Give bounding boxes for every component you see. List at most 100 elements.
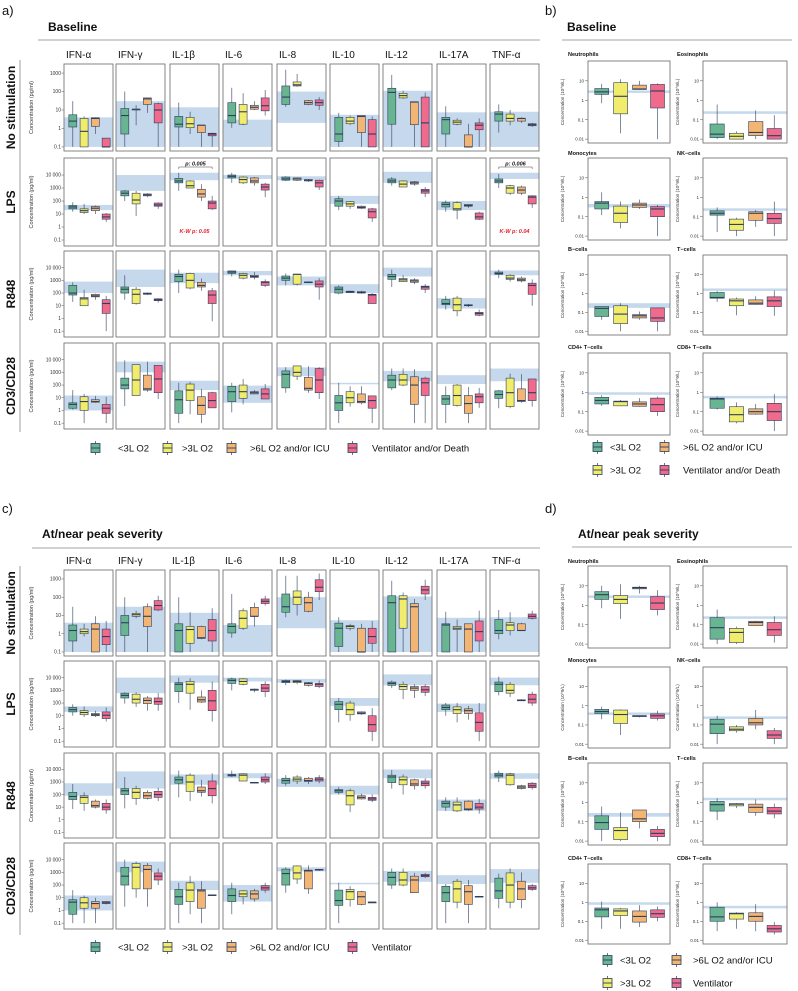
- panel-frame: [222, 842, 273, 930]
- group-1-box: [131, 192, 141, 205]
- y-tick-label: 10: [694, 370, 700, 375]
- cytokine-header: TNF-α: [492, 556, 521, 567]
- group-2-box: [197, 124, 206, 133]
- group-0-box: [120, 108, 130, 135]
- y-tick-label: 10 000: [46, 767, 62, 773]
- group-1-box: [613, 82, 628, 115]
- group-1-box: [613, 908, 628, 916]
- cell-section-d: Neutrophils Concentration (10^9/L) 10 1 0.1 0…: [560, 559, 788, 990]
- reference-band: [490, 773, 539, 779]
- boxplot-panel: [382, 157, 433, 247]
- cell-panel: CD4+ T−cells Concentration (10^9/L) 10 1 0.1…: [560, 856, 671, 945]
- boxplot-panel: [115, 342, 166, 430]
- panel-frame: [489, 342, 540, 430]
- panel-frame: [587, 863, 671, 945]
- panel-label-c: c): [2, 501, 13, 516]
- panel-frame: [382, 157, 433, 247]
- group-2-box: [197, 889, 206, 909]
- y-tick-label: 1: [58, 316, 61, 322]
- group-1-box: [505, 185, 515, 194]
- group-1-box: [452, 202, 462, 211]
- cell-panel-title: Monocytes: [568, 151, 597, 157]
- reference-band: [703, 288, 787, 291]
- group-3-box: [367, 119, 377, 148]
- boxplot-panel: [276, 842, 327, 930]
- y-tick-label: 0.1: [578, 409, 585, 414]
- group-3-box: [650, 84, 665, 109]
- cell-panel: Monocytes Concentration (10^9/L) 10 1 0.1 0.0…: [560, 151, 671, 241]
- boxplot-panel: [222, 569, 273, 657]
- panel-frame: [489, 660, 540, 748]
- reference-band: [330, 195, 379, 204]
- group-1-box: [398, 776, 408, 786]
- boxplot-panel: [382, 342, 433, 430]
- stimulation-label: LPS: [4, 190, 18, 213]
- boxplot-panel: [329, 752, 380, 839]
- y-tick-label: 0.01: [575, 329, 584, 334]
- panel-frame: [436, 250, 487, 338]
- group-0-box: [594, 591, 610, 600]
- panel-frame: [169, 569, 220, 657]
- panel-frame: [63, 342, 114, 430]
- reference-band: [116, 269, 165, 287]
- group-0-box: [334, 286, 344, 294]
- panel-frame: [702, 157, 788, 241]
- y-tick-label: 0.1: [54, 650, 61, 656]
- group-0-box: [594, 306, 610, 317]
- group-0-box: [68, 402, 78, 409]
- panel-frame: [702, 863, 788, 945]
- panel-frame: [489, 250, 540, 338]
- y-tick-label: 10 000: [46, 857, 62, 863]
- boxplot-panel: [276, 569, 327, 657]
- group-1-box: [185, 383, 195, 401]
- reference-band: [490, 172, 539, 179]
- reference-band: [383, 769, 432, 779]
- significance-bracket: [178, 166, 213, 169]
- boxplot-panel: [115, 157, 166, 247]
- boxplot-panel: [222, 157, 273, 247]
- panel-frame: [63, 63, 114, 152]
- panel-frame: [587, 60, 671, 144]
- panel-frame: [169, 157, 220, 247]
- boxplot-panel: [489, 842, 540, 930]
- boxplot-panel: [169, 250, 220, 338]
- stimulation-label: CD3/CD28: [4, 357, 18, 415]
- y-tick-label: 10: [55, 713, 61, 719]
- legend-label: <3L O2: [118, 943, 149, 954]
- y-tick-label: 100: [53, 792, 62, 798]
- reference-band: [703, 616, 787, 619]
- group-3-box: [474, 122, 484, 131]
- group-2-box: [357, 627, 366, 653]
- boxplot-panel: [169, 569, 220, 657]
- boxplot-panel: [276, 63, 327, 152]
- reference-band: [277, 867, 326, 872]
- reference-band: [383, 267, 432, 277]
- y-tick-label: 0.1: [54, 830, 61, 836]
- reference-band: [703, 797, 787, 801]
- boxplot-panel: [63, 63, 114, 152]
- y-tick-label: 0.01: [575, 429, 584, 434]
- cytokine-header: IL-10: [332, 50, 355, 61]
- reference-band: [223, 677, 272, 682]
- group-1-box: [292, 365, 302, 377]
- reference-band: [277, 678, 326, 683]
- y-tick-label: 1: [696, 195, 699, 200]
- group-2-box: [357, 115, 366, 133]
- group-3-box: [314, 579, 324, 593]
- panel-frame: [63, 250, 114, 338]
- section-title-d: At/near peak severity: [578, 527, 699, 541]
- group-3-box: [766, 296, 782, 307]
- cytokine-header: IL-1β: [172, 50, 195, 61]
- panel-frame: [169, 660, 220, 748]
- panel-frame: [489, 752, 540, 839]
- y-tick-label: 1: [58, 408, 61, 414]
- boxplot-panel: [436, 842, 487, 930]
- group-0-box: [334, 701, 344, 710]
- group-2-box: [304, 777, 313, 782]
- group-2-box: [410, 603, 419, 653]
- boxplot-panel: [489, 752, 540, 839]
- reference-band: [437, 201, 486, 211]
- group-1-box: [613, 709, 628, 724]
- cytokine-header: IFN-γ: [118, 50, 142, 61]
- group-1-box: [131, 788, 141, 799]
